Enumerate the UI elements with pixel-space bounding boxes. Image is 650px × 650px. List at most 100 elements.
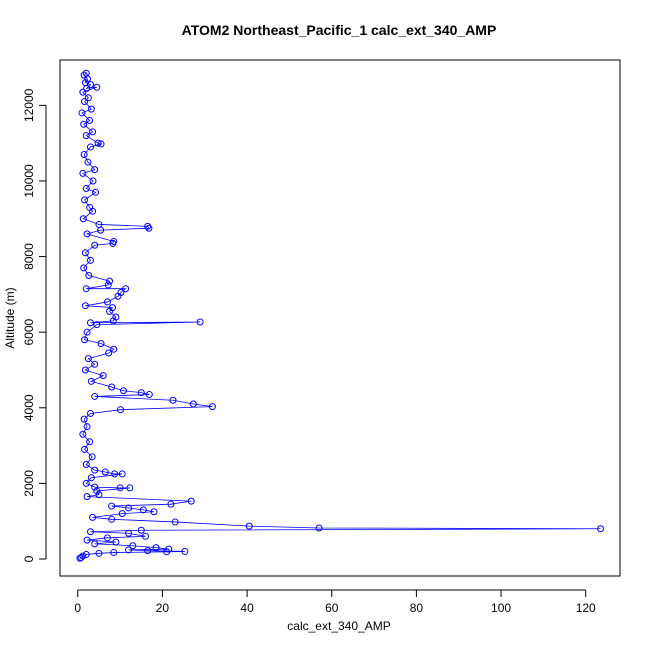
data-point xyxy=(112,538,120,546)
data-point xyxy=(82,285,90,293)
x-tick-label: 100 xyxy=(491,601,511,615)
y-axis: 0 2000 4000 6000 8000 10000 12000 xyxy=(22,88,47,562)
data-point xyxy=(97,140,105,148)
data-point xyxy=(89,177,97,185)
data-point xyxy=(77,553,85,561)
data-point xyxy=(82,550,90,558)
y-tick-label: 6000 xyxy=(22,319,36,346)
data-point xyxy=(189,400,197,408)
data-point xyxy=(597,525,605,533)
data-point xyxy=(82,132,90,140)
data-point xyxy=(99,372,107,380)
x-tick-label: 0 xyxy=(74,601,81,615)
data-point xyxy=(80,120,88,128)
data-point xyxy=(110,345,118,353)
data-point xyxy=(83,84,91,92)
data-point xyxy=(150,508,158,516)
data-point xyxy=(119,387,127,395)
data-point xyxy=(169,396,177,404)
data-point xyxy=(78,109,86,117)
data-point xyxy=(91,360,99,368)
data-point xyxy=(106,307,114,315)
data-point xyxy=(83,230,91,238)
data-point xyxy=(91,466,99,474)
data-point xyxy=(137,389,145,397)
data-point xyxy=(129,542,137,550)
data-point xyxy=(122,285,130,293)
x-tick-label: 20 xyxy=(156,601,170,615)
data-point xyxy=(86,438,94,446)
data-point xyxy=(110,549,118,557)
data-point xyxy=(116,484,124,492)
data-point xyxy=(81,366,89,374)
data-point xyxy=(97,340,105,348)
x-tick-label: 120 xyxy=(576,601,596,615)
data-point xyxy=(245,522,253,530)
data-point xyxy=(105,349,113,357)
data-point xyxy=(83,328,91,336)
data-point xyxy=(86,116,94,124)
data-point xyxy=(91,166,99,174)
data-point xyxy=(139,506,147,514)
data-point xyxy=(81,249,89,257)
data-point xyxy=(118,510,126,518)
series-points xyxy=(76,69,605,562)
x-axis-label: calc_ext_340_AMP xyxy=(287,619,390,633)
data-point xyxy=(83,536,91,544)
data-point xyxy=(114,292,122,300)
data-point xyxy=(108,515,116,523)
data-point xyxy=(79,430,87,438)
data-point xyxy=(87,474,95,482)
data-point xyxy=(93,487,101,495)
data-point xyxy=(109,239,117,247)
chart-title: ATOM2 Northeast_Pacific_1 calc_ext_340_A… xyxy=(182,22,497,38)
data-point xyxy=(93,83,101,91)
data-point xyxy=(82,185,90,193)
data-point xyxy=(142,532,149,540)
y-tick-label: 2000 xyxy=(22,470,36,497)
data-point xyxy=(84,355,92,363)
data-point xyxy=(81,302,89,310)
y-tick-label: 0 xyxy=(22,555,36,562)
data-point xyxy=(103,534,111,542)
data-point xyxy=(92,188,100,196)
data-point xyxy=(91,392,99,400)
x-tick-label: 40 xyxy=(240,601,254,615)
data-point xyxy=(86,81,94,89)
data-point xyxy=(109,317,117,325)
y-tick-label: 8000 xyxy=(22,243,36,270)
data-point xyxy=(144,547,152,555)
data-point xyxy=(95,491,103,499)
data-point xyxy=(103,298,111,306)
data-point xyxy=(89,207,97,215)
data-point xyxy=(104,281,112,289)
data-point xyxy=(117,406,125,414)
data-point xyxy=(196,318,204,326)
data-point xyxy=(85,271,93,279)
data-point xyxy=(86,528,94,536)
data-point xyxy=(88,453,96,461)
data-point xyxy=(86,319,94,327)
data-point xyxy=(181,547,189,555)
data-point xyxy=(86,256,94,264)
data-point xyxy=(81,336,89,344)
y-axis-label: Altitude (m) xyxy=(3,287,17,348)
data-point xyxy=(171,518,179,526)
data-point xyxy=(125,546,133,554)
data-point xyxy=(84,75,92,83)
data-point xyxy=(145,224,153,232)
data-point xyxy=(187,497,195,505)
data-point xyxy=(87,377,95,385)
data-point xyxy=(315,524,323,532)
data-point xyxy=(111,470,119,478)
data-point xyxy=(80,151,88,159)
data-point xyxy=(84,94,92,102)
y-tick-label: 10000 xyxy=(22,164,36,198)
data-point xyxy=(94,139,102,147)
data-point xyxy=(95,549,103,557)
data-point xyxy=(126,484,134,492)
data-point xyxy=(125,529,133,537)
x-tick-label: 80 xyxy=(410,601,424,615)
data-point xyxy=(91,241,99,249)
